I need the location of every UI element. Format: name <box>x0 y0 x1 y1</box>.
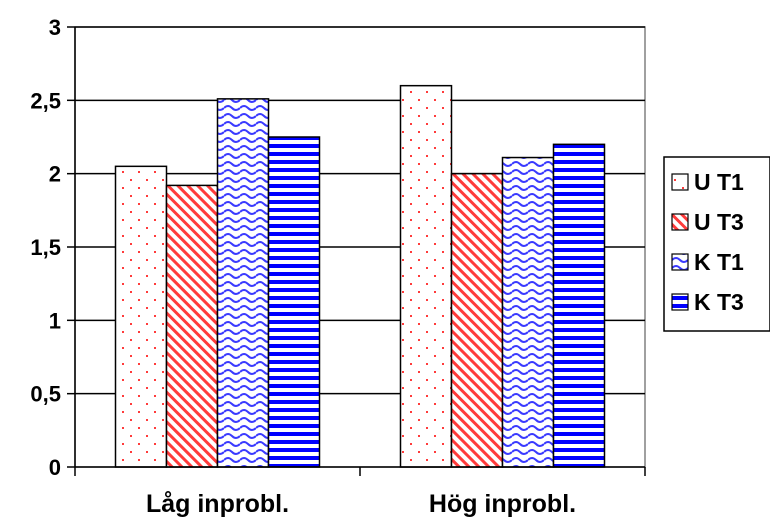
bar-u-t3 <box>165 184 219 468</box>
y-tick-label: 2,5 <box>30 88 61 113</box>
legend-label: U T1 <box>694 169 744 195</box>
y-tick-label: 3 <box>49 15 61 40</box>
bar-u-t1 <box>399 84 453 468</box>
legend-label: K T1 <box>694 249 744 275</box>
y-tick-label: 0,5 <box>30 382 61 407</box>
bar-k-t3 <box>552 143 606 468</box>
y-tick-label: 1,5 <box>30 235 61 260</box>
bar-u-t3 <box>450 172 504 468</box>
y-tick-labels: 0 0,5 1 1,5 2 2,5 3 <box>30 15 61 480</box>
bar-k-t1 <box>216 98 270 468</box>
axes <box>67 26 646 476</box>
bar-k-t3 <box>267 136 321 468</box>
legend-swatch <box>671 293 689 311</box>
x-category-label: Låg inprobl. <box>146 490 289 518</box>
bars <box>114 84 606 468</box>
y-tick-label: 2 <box>49 162 61 187</box>
x-category-label: Hög inprobl. <box>429 490 576 518</box>
plot-area: 0 0,5 1 1,5 2 2,5 3 Låg inprobl. Hög inprobl. <box>30 15 646 518</box>
y-tick-label: 1 <box>49 308 61 333</box>
x-category-labels: Låg inprobl. Hög inprobl. <box>146 490 576 518</box>
legend-swatch <box>671 213 689 231</box>
y-tick-label: 0 <box>49 455 61 480</box>
legend: U T1 U T3 K T1 K T3 <box>663 156 770 332</box>
bar-u-t1 <box>114 165 168 468</box>
legend-swatch <box>671 173 689 191</box>
legend-label: K T3 <box>694 289 744 315</box>
legend-swatch <box>671 253 689 271</box>
bar-k-t1 <box>501 156 555 468</box>
legend-label: U T3 <box>694 209 744 235</box>
